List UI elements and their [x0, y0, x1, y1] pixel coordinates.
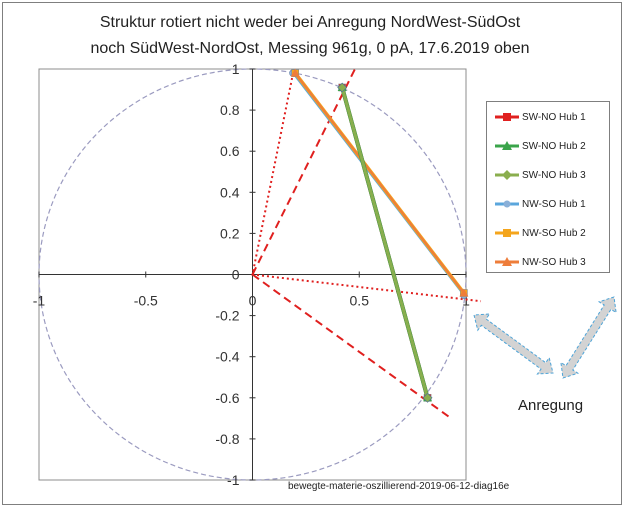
legend-label: NW-SO Hub 3: [522, 256, 586, 268]
y-tick-label: 0.6: [220, 143, 240, 159]
excitation-arrow-left: [473, 313, 554, 375]
chart-frame: [2, 2, 622, 505]
legend-swatch: [495, 113, 519, 121]
reference-line-dashed: [251, 273, 452, 420]
y-tick-label: 1: [232, 61, 240, 77]
y-tick-label: 0.2: [220, 225, 240, 241]
chart-title-line-2: noch SüdWest-NordOst, Messing 961g, 0 pA…: [90, 40, 530, 57]
y-tick-label: -0.4: [215, 349, 239, 365]
series-point-6: [459, 288, 469, 297]
legend-item: SW-NO Hub 3: [495, 167, 586, 183]
legend-item: NW-SO Hub 2: [495, 225, 586, 241]
series-line-3: [340, 87, 430, 399]
legend-item: NW-SO Hub 3: [495, 254, 586, 270]
y-tick-label: 0.8: [220, 102, 240, 118]
series-point-6: [290, 68, 300, 77]
footer-caption: bewegte-materie-oszillierend-2019-06-12-…: [288, 481, 510, 492]
legend-swatch: [495, 257, 519, 266]
legend-swatch: [495, 170, 519, 180]
legend-swatch: [495, 229, 519, 237]
x-tick-label: -1: [33, 293, 46, 309]
legend-label: SW-NO Hub 3: [522, 169, 586, 181]
legend-item: SW-NO Hub 2: [495, 138, 586, 154]
chart-title-line-1: Struktur rotiert nicht weder bei Anregun…: [99, 14, 521, 31]
x-tick-label: 0: [249, 293, 257, 309]
legend-item: SW-NO Hub 1: [495, 109, 586, 125]
excitation-label: Anregung: [518, 397, 584, 414]
y-tick-label: 0: [232, 267, 240, 283]
x-tick-label: -0.5: [134, 293, 158, 309]
series-point-3: [422, 392, 433, 403]
reference-line-dotted: [251, 72, 482, 303]
x-tick-label: 1: [462, 293, 470, 309]
y-tick-label: -1: [227, 472, 240, 488]
excitation-arrow-right: [560, 296, 617, 379]
x-tick-label: 0.5: [350, 293, 370, 309]
legend-swatch: [495, 141, 519, 150]
legend-item: NW-SO Hub 1: [495, 196, 586, 212]
y-tick-label: 0.4: [220, 184, 240, 200]
y-tick-label: -0.2: [215, 308, 239, 324]
series-point-3: [337, 82, 348, 93]
legend-label: SW-NO Hub 2: [522, 140, 586, 152]
y-tick-label: -0.6: [215, 390, 239, 406]
legend-label: NW-SO Hub 2: [522, 227, 586, 239]
y-tick-label: -0.8: [215, 431, 239, 447]
legend-label: SW-NO Hub 1: [522, 111, 586, 123]
legend-swatch: [495, 200, 519, 208]
reference-line-dashed: [251, 68, 356, 275]
chart-legend: SW-NO Hub 1 SW-NO Hub 2 SW-NO Hub 3 NW-SO H…: [486, 101, 610, 273]
series-line-6: [294, 72, 465, 294]
legend-label: NW-SO Hub 1: [522, 198, 586, 210]
